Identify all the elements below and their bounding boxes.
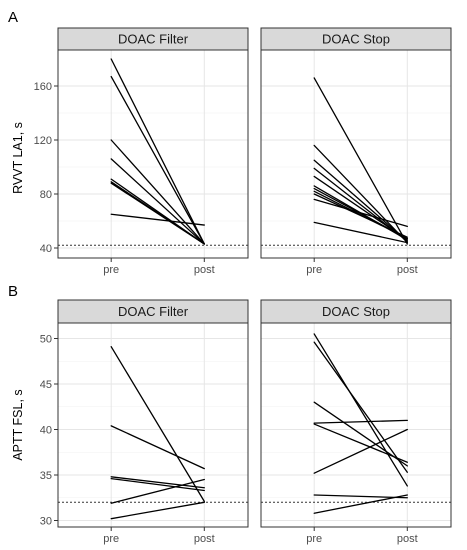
plot-area bbox=[261, 323, 451, 527]
plot-border bbox=[57, 49, 249, 259]
series-line bbox=[313, 77, 408, 245]
series-line bbox=[110, 477, 205, 492]
y-tick-label: 50 bbox=[40, 334, 52, 346]
x-tick-label: post bbox=[194, 533, 215, 545]
series-line bbox=[110, 58, 205, 245]
series-line bbox=[110, 425, 205, 470]
series-line bbox=[313, 198, 408, 228]
plot-area bbox=[58, 50, 248, 258]
plot-area bbox=[58, 323, 248, 527]
panel-label: B bbox=[8, 283, 18, 300]
y-axis-title: APTT FSL, s bbox=[11, 389, 25, 460]
y-axis-title: RVVT LA1, s bbox=[11, 122, 25, 194]
x-tick-label: pre bbox=[103, 264, 119, 276]
series-line bbox=[313, 419, 408, 424]
x-tick-label: pre bbox=[103, 533, 119, 545]
y-tick-label: 80 bbox=[40, 189, 52, 201]
plot-border bbox=[260, 49, 452, 259]
series-line bbox=[313, 193, 408, 238]
plot-area bbox=[261, 50, 451, 258]
series-line bbox=[313, 423, 408, 463]
series-line bbox=[313, 494, 408, 499]
plot-border bbox=[260, 322, 452, 528]
facet-doac-filter: DOAC Filter pre post bbox=[57, 27, 249, 276]
x-tick-label: post bbox=[397, 264, 418, 276]
y-tick-label: 160 bbox=[34, 81, 52, 93]
series-line bbox=[313, 428, 408, 474]
facet-doac-stop: DOAC Stop pre post bbox=[260, 27, 452, 276]
series-line bbox=[110, 182, 205, 245]
facet-title: DOAC Stop bbox=[322, 32, 390, 47]
series-line bbox=[313, 159, 408, 242]
y-tick-label: 45 bbox=[40, 379, 52, 391]
y-tick-label: 120 bbox=[34, 135, 52, 147]
x-tick-label: pre bbox=[306, 264, 322, 276]
plot-border bbox=[57, 322, 249, 528]
series-line bbox=[110, 213, 205, 226]
series-line bbox=[110, 75, 205, 245]
x-tick-label: post bbox=[397, 533, 418, 545]
series-line bbox=[313, 341, 408, 473]
series-line bbox=[313, 494, 408, 514]
series-line bbox=[313, 144, 408, 244]
y-tick-label: 40 bbox=[40, 243, 52, 255]
series-line bbox=[110, 476, 205, 489]
facet-doac-stop: DOAC Stop pre post bbox=[260, 299, 452, 545]
series-line bbox=[313, 333, 408, 487]
x-tick-label: post bbox=[194, 264, 215, 276]
y-tick-label: 35 bbox=[40, 470, 52, 482]
series-line bbox=[110, 158, 205, 245]
panel-label: A bbox=[8, 9, 18, 26]
series-line bbox=[313, 221, 408, 244]
x-tick-label: pre bbox=[306, 533, 322, 545]
series-line bbox=[110, 501, 205, 520]
y-tick-label: 40 bbox=[40, 425, 52, 437]
y-tick-label: 30 bbox=[40, 516, 52, 528]
facet-title: DOAC Filter bbox=[118, 32, 189, 47]
facet-title: DOAC Stop bbox=[322, 304, 390, 319]
series-line bbox=[110, 346, 205, 503]
series-line bbox=[110, 478, 205, 504]
series-line bbox=[110, 139, 205, 245]
facet-doac-filter: DOAC Filter pre post bbox=[57, 299, 249, 545]
facet-title: DOAC Filter bbox=[118, 304, 189, 319]
